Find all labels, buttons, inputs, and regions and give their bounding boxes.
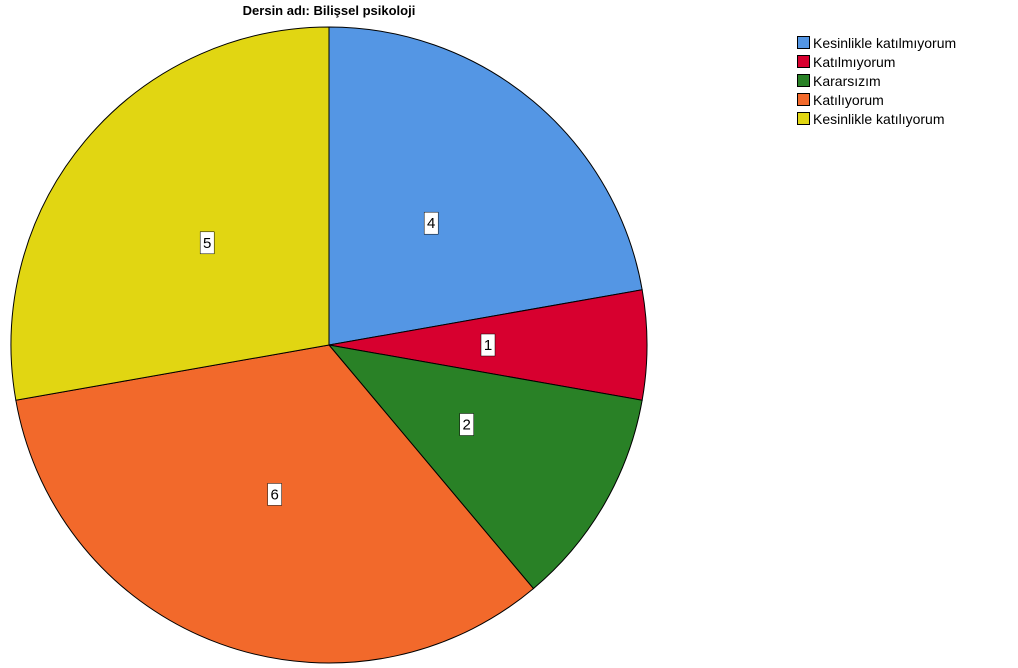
legend-item: Kesinlikle katılmıyorum (797, 33, 956, 52)
legend-label: Kesinlikle katılıyorum (813, 110, 945, 127)
slice-data-label-box (199, 231, 215, 255)
legend-item: Kararsızım (797, 71, 956, 90)
slice-data-label-box (480, 333, 496, 357)
slice-data-label-text: 1 (484, 337, 492, 354)
slice-data-label-box (267, 483, 282, 506)
legend-label: Katılıyorum (813, 91, 884, 108)
slice-data-label: 4 (423, 211, 439, 235)
slice-data-label: 5 (199, 231, 215, 255)
pie-slice (327, 344, 643, 590)
pie-chart: 4 1 2 6 5 (10, 26, 648, 664)
chart-title: Dersin adı: Bilişsel psikoloji (242, 3, 416, 18)
pie-slice (328, 26, 643, 346)
legend-item: Katılmıyorum (797, 52, 956, 71)
slice-data-label-text: 5 (203, 235, 211, 252)
pie-slice (10, 26, 330, 401)
legend-label: Katılmıyorum (813, 53, 896, 70)
slice-data-label: 1 (480, 333, 496, 357)
slice-data-label-box (423, 211, 439, 235)
slice-data-label-text: 6 (270, 486, 278, 503)
legend: Kesinlikle katılmıyorum Katılmıyorum Kar… (797, 33, 956, 128)
legend-swatch (797, 74, 810, 87)
slice-data-label-text: 2 (463, 417, 471, 434)
legend-swatch (797, 112, 810, 125)
legend-swatch (797, 93, 810, 106)
slice-data-label: 6 (267, 483, 282, 506)
legend-label: Kararsızım (813, 72, 881, 89)
slice-data-label-box (459, 413, 474, 436)
slice-data-label-text: 4 (427, 215, 435, 232)
legend-item: Kesinlikle katılıyorum (797, 109, 956, 128)
slice-data-label: 2 (459, 413, 474, 436)
legend-item: Katılıyorum (797, 90, 956, 109)
legend-label: Kesinlikle katılmıyorum (813, 34, 957, 51)
legend-swatch (797, 36, 810, 49)
legend-swatch (797, 55, 810, 68)
